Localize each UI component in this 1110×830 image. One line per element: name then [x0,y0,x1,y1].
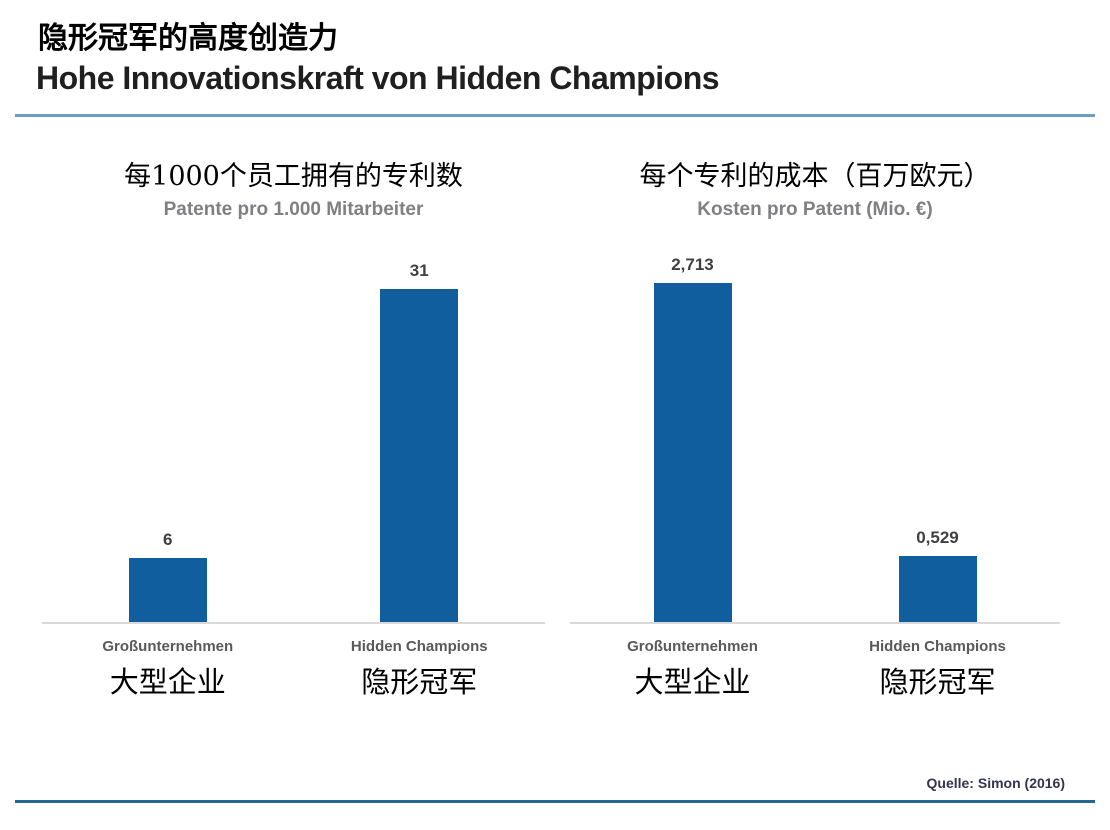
bar-value-label: 0,529 [916,528,959,547]
chart-cost-per-patent: 每个专利的成本（百万欧元） Kosten pro Patent (Mio. €)… [570,150,1060,701]
chart-title-german: Patente pro 1.000 Mitarbeiter [163,199,424,220]
category-hidden-champions: Hidden Champions 隐形冠军 [294,624,546,701]
bar-group-hidden-champions: 0,529 [815,272,1060,622]
top-divider-line [15,114,1095,117]
slide-title-german: Hohe Innovationskraft von Hidden Champio… [36,60,720,96]
chart-title-chinese: 每1000个员工拥有的专利数 [124,161,463,192]
plot-area: 2,713 0,529 [570,255,1060,624]
bar-hidden-champions [898,556,977,622]
source-citation: Quelle: Simon (2016) [926,775,1065,791]
category-labels: Großunternehmen 大型企业 Hidden Champions 隐形… [570,624,1060,701]
category-label-chinese: 隐形冠军 [361,665,478,699]
category-label-german: Hidden Champions [869,638,1006,655]
bar-value-label: 31 [409,261,429,280]
chart-patents-per-employees: 每1000个员工拥有的专利数 Patente pro 1.000 Mitarbe… [42,150,545,701]
category-grossunternehmen: Großunternehmen 大型企业 [42,624,294,701]
category-hidden-champions: Hidden Champions 隐形冠军 [815,624,1060,701]
bar-value-label: 6 [163,530,173,549]
bar-group-hidden-champions: 31 [294,261,546,622]
category-label-german: Großunternehmen [102,638,234,655]
bottom-divider-line [15,800,1095,803]
category-label-chinese: 大型企业 [634,665,751,699]
bar-grossunternehmen [128,558,207,622]
category-labels: Großunternehmen 大型企业 Hidden Champions 隐形… [42,624,545,701]
category-label-chinese: 隐形冠军 [879,665,996,699]
category-grossunternehmen: Großunternehmen 大型企业 [570,624,815,701]
plot-area: 6 31 [42,261,546,624]
slide-title-chinese: 隐形冠军的高度创造力 [38,21,338,56]
category-label-chinese: 大型企业 [109,665,226,699]
bar-grossunternehmen [653,283,732,622]
category-label-german: Großunternehmen [627,638,758,655]
bar-group-grossunternehmen: 6 [42,272,294,622]
chart-title-chinese: 每个专利的成本（百万欧元） [639,161,991,192]
bar-group-grossunternehmen: 2,713 [570,255,815,622]
bar-value-label: 2,713 [671,255,714,274]
bar-hidden-champions [380,289,459,622]
category-label-german: Hidden Champions [350,638,488,655]
chart-title-german: Kosten pro Patent (Mio. €) [697,199,933,220]
